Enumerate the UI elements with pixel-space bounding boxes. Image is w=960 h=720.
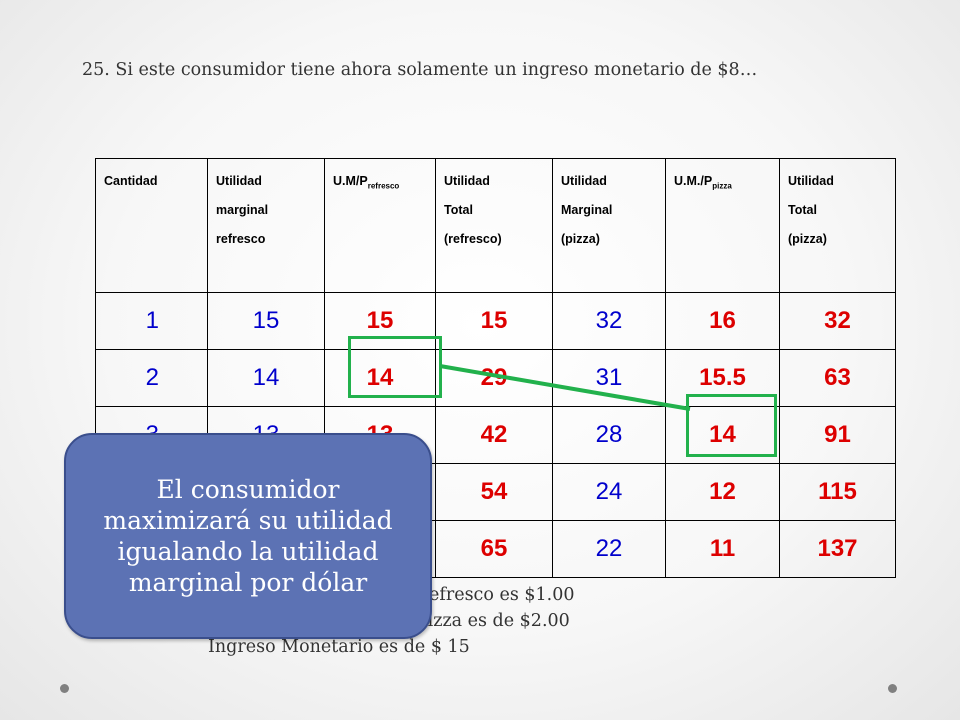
- header-cantidad: Cantidad: [95, 158, 208, 293]
- highlight-box-pizza: [686, 394, 777, 457]
- table-cell: 31: [552, 349, 666, 407]
- slide-heading: 25. Si este consumidor tiene ahora solam…: [82, 60, 758, 80]
- table-cell: 11: [665, 520, 780, 578]
- table-cell: 65: [435, 520, 553, 578]
- table-cell: 22: [552, 520, 666, 578]
- table-cell: 42: [435, 406, 553, 464]
- explanation-callout: El consumidor maximizará su utilidad igu…: [64, 433, 432, 639]
- header-utilidad-total-pizza: Utilidad Total (pizza): [779, 158, 896, 293]
- table-cell: 137: [779, 520, 896, 578]
- table-cell: 91: [779, 406, 896, 464]
- table-cell: 32: [779, 292, 896, 350]
- table-cell: 1: [95, 292, 208, 350]
- header-utilidad-total-refresco: Utilidad Total (refresco): [435, 158, 553, 293]
- table-cell: 32: [552, 292, 666, 350]
- slide-dot-right: [888, 684, 897, 693]
- table-cell: 12: [665, 463, 780, 521]
- header-utilidad-marginal-refresco: Utilidad marginal refresco: [207, 158, 325, 293]
- highlight-box-refresco: [348, 336, 442, 398]
- header-um-p-pizza: U.M./Ppizza: [665, 158, 780, 293]
- table-cell: 29: [435, 349, 553, 407]
- table-cell: 16: [665, 292, 780, 350]
- slide-dot-left: [60, 684, 69, 693]
- header-um-p-refresco: U.M/Prefresco: [324, 158, 436, 293]
- table-cell: 28: [552, 406, 666, 464]
- table-cell: 14: [207, 349, 325, 407]
- table-cell: 54: [435, 463, 553, 521]
- header-utilidad-marginal-pizza: Utilidad Marginal (pizza): [552, 158, 666, 293]
- table-row: 1 15 15 15 32 16 32: [95, 292, 896, 350]
- table-cell: 2: [95, 349, 208, 407]
- table-cell: 63: [779, 349, 896, 407]
- table-cell: 24: [552, 463, 666, 521]
- table-cell: 115: [779, 463, 896, 521]
- table-cell: 15: [435, 292, 553, 350]
- note-income: Ingreso Monetario es de $ 15: [208, 637, 470, 657]
- table-cell: 15: [207, 292, 325, 350]
- callout-text: El consumidor maximizará su utilidad igu…: [103, 475, 393, 597]
- table-header-row: Cantidad Utilidad marginal refresco U.M/…: [95, 158, 896, 293]
